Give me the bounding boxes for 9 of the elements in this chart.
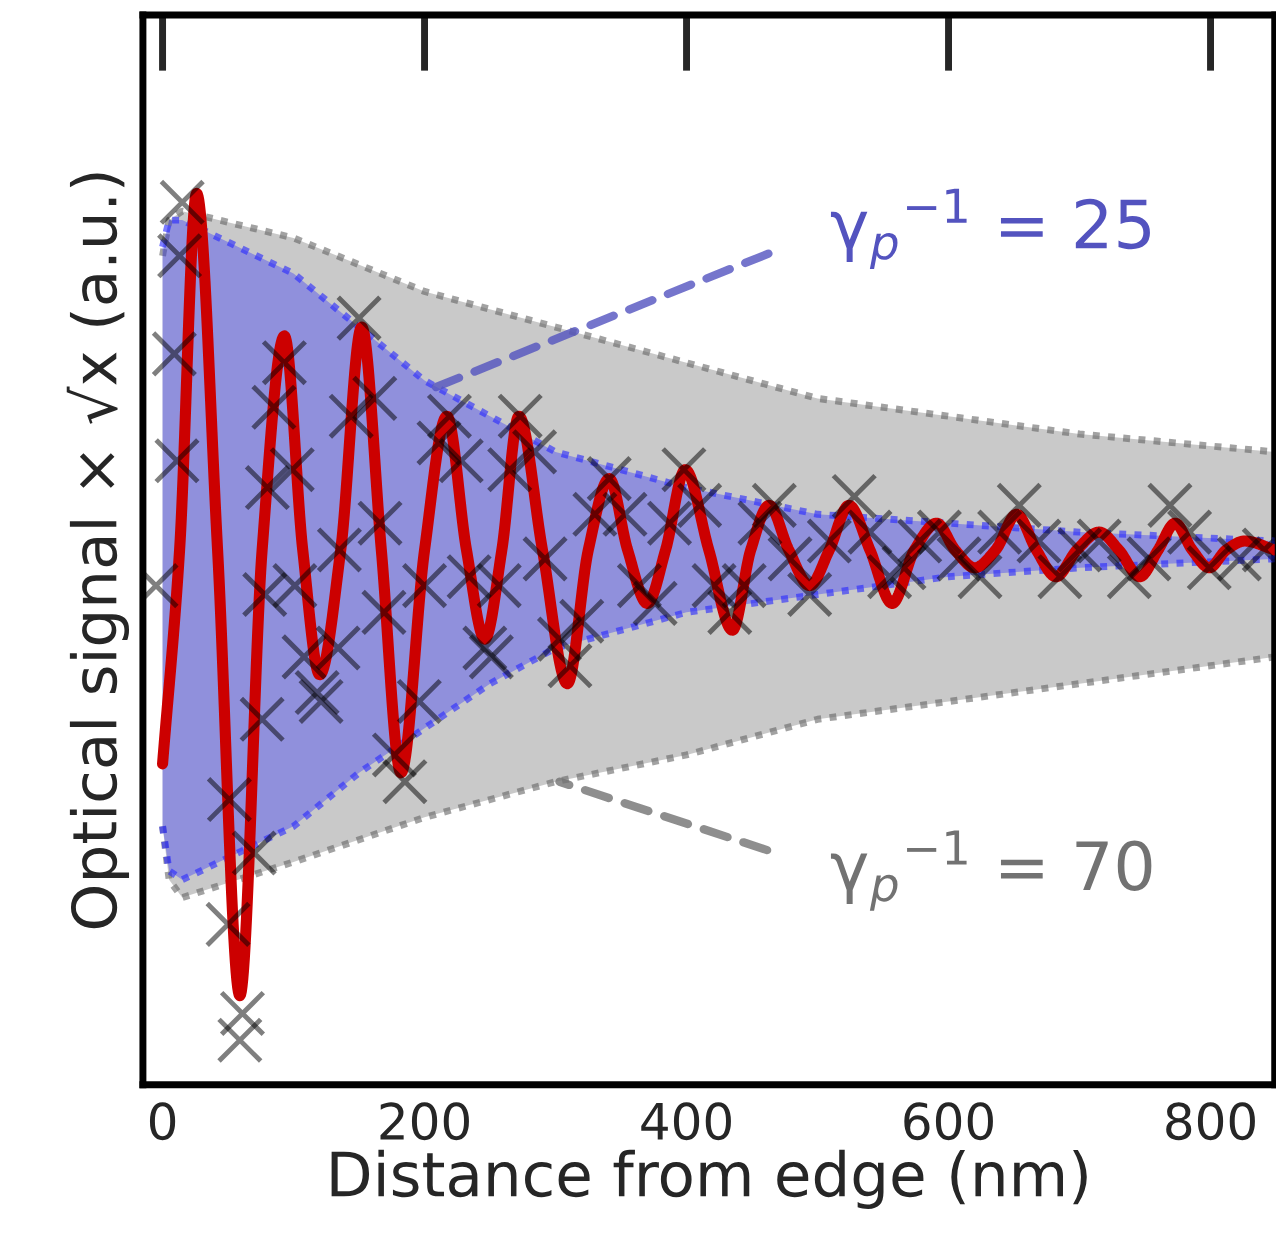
x-tick-label: 0: [149, 1102, 176, 1141]
x-tick-label: 400: [641, 1102, 731, 1141]
x-tick-label: 800: [1166, 1102, 1255, 1141]
annotation: γ$_{p}$$^{−1}$ = 25: [830, 188, 1150, 269]
annotation: γ$_{p}$$^{−1}$ = 70: [830, 830, 1152, 911]
x-axis-title: Distance from edge (nm): [331, 1149, 1087, 1209]
x-tick-label: 600: [904, 1102, 993, 1141]
x-tick-label: 200: [380, 1102, 469, 1141]
y-axis-title: Optical signal × √x (a.u.): [66, 173, 130, 929]
